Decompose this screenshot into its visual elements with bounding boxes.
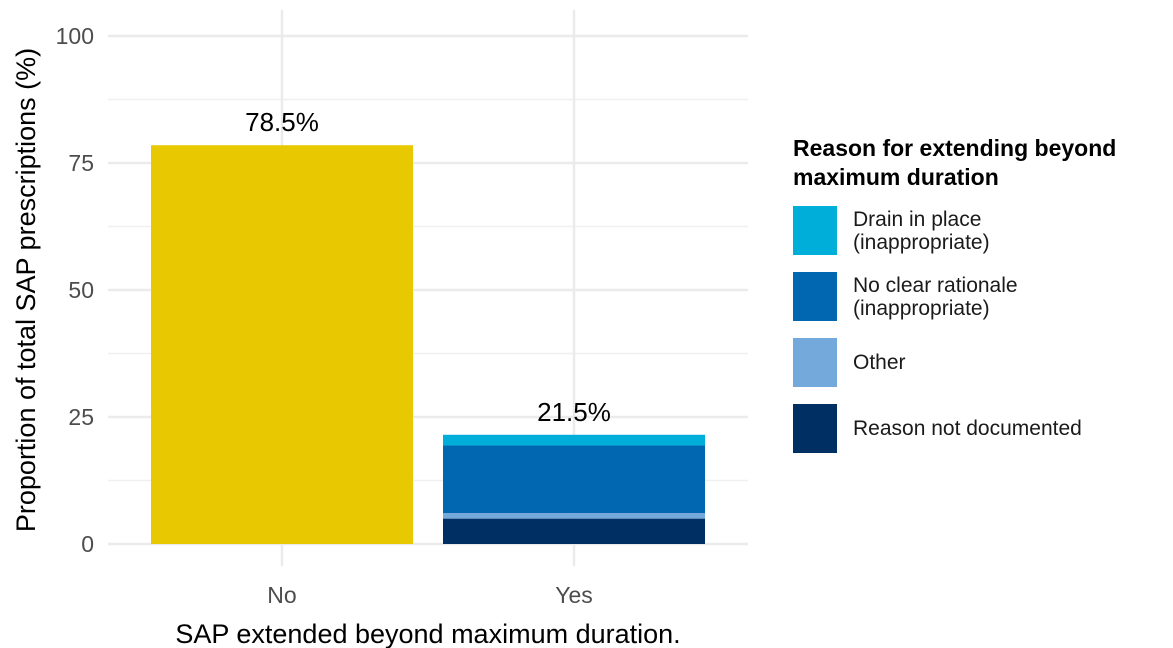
- y-tick-label: 75: [68, 150, 94, 176]
- bars: [151, 145, 705, 544]
- legend-item: Drain in place (inappropriate): [793, 206, 1173, 272]
- legend-key-swatch: [793, 272, 837, 321]
- y-tick-label: 25: [68, 404, 94, 430]
- legend-key-swatch: [793, 404, 837, 453]
- x-axis-ticks: No Yes: [267, 582, 592, 608]
- legend-item: No clear rationale (inappropriate): [793, 272, 1173, 338]
- y-tick-label: 50: [68, 277, 94, 303]
- x-axis-title: SAP extended beyond maximum duration.: [175, 619, 680, 648]
- y-tick-label: 0: [81, 531, 94, 557]
- legend-title: Reason for extending beyond maximum dura…: [793, 135, 1117, 190]
- bar-segment: [443, 518, 705, 544]
- bar-segment: [443, 434, 705, 446]
- bar-segment: [443, 513, 705, 519]
- legend: Reason for extending beyond maximum dura…: [793, 134, 1173, 470]
- bar-total-label: 21.5%: [537, 397, 611, 427]
- legend-items: Drain in place (inappropriate) No clear r…: [793, 206, 1173, 470]
- x-tick-label: Yes: [555, 582, 593, 608]
- bar-segment: [443, 445, 705, 514]
- legend-item: Other: [793, 338, 1173, 404]
- y-axis-ticks: 0 25 50 75 100: [56, 23, 94, 557]
- legend-item: Reason not documented: [793, 404, 1173, 470]
- x-tick-label: No: [267, 582, 296, 608]
- legend-item-label: Reason not documented: [853, 417, 1082, 440]
- legend-item-label: Other: [853, 351, 906, 374]
- y-axis-title: Proportion of total SAP prescriptions (%…: [11, 48, 41, 532]
- data-labels: 78.5% 21.5%: [245, 107, 611, 427]
- legend-key-swatch: [793, 338, 837, 387]
- legend-key-swatch: [793, 206, 837, 255]
- bar-segment: [151, 145, 413, 544]
- legend-item-label: Drain in place (inappropriate): [853, 207, 990, 254]
- y-tick-label: 100: [56, 23, 94, 49]
- legend-item-label: No clear rationale (inappropriate): [853, 273, 1018, 320]
- bar-chart: 78.5% 21.5% 0 25 50 75 100 No Yes SAP extended…: [11, 10, 748, 648]
- bar-total-label: 78.5%: [245, 107, 319, 137]
